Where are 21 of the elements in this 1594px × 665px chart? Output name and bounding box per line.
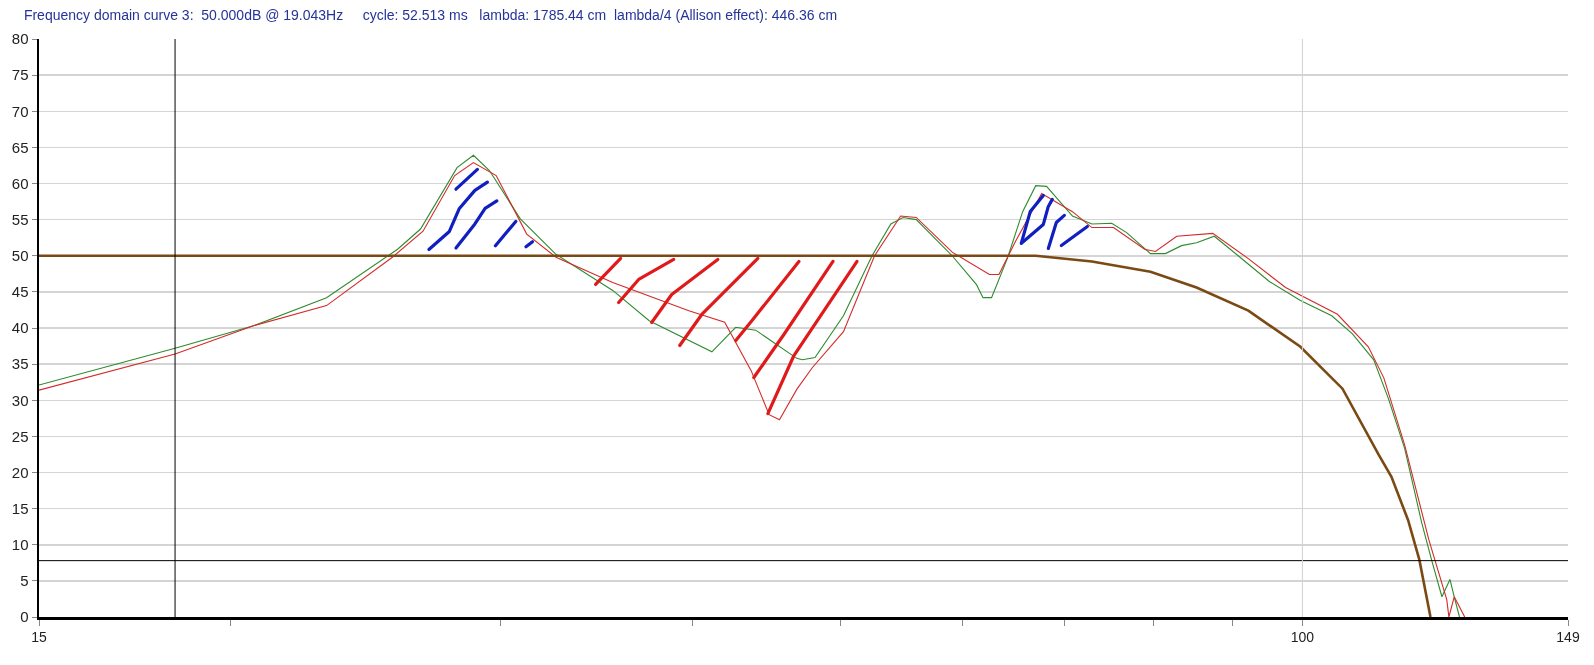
- y-tick-label: 5: [20, 572, 29, 590]
- y-tick-label: 40: [11, 319, 29, 337]
- y-tick-label: 35: [11, 355, 29, 373]
- x-tick-label: 15: [31, 629, 47, 646]
- y-tick-label: 70: [11, 102, 29, 120]
- y-tick-label: 25: [11, 427, 29, 445]
- y-tick-label: 20: [11, 463, 29, 481]
- y-tick-label: 0: [20, 608, 29, 626]
- y-tick-label: 30: [11, 391, 29, 409]
- y-tick-label: 50: [11, 247, 29, 264]
- y-tick-label: 65: [11, 138, 29, 156]
- y-tick-label: 75: [11, 66, 29, 84]
- x-tick-label: 100: [1290, 629, 1315, 646]
- y-tick-label: 60: [11, 174, 29, 192]
- y-tick-label: 55: [11, 210, 29, 228]
- y-tick-label: 10: [11, 536, 29, 553]
- y-tick-label: 80: [11, 30, 29, 48]
- y-tick-label: 45: [11, 283, 29, 301]
- y-tick-label: 15: [11, 499, 29, 517]
- x-tick-label: 149: [1556, 629, 1580, 646]
- chart-title: Frequency domain curve 3: 50.000dB @ 19.043Hz cycle: 52.513 ms lambda: 1785.44 cm lambda/4 (Allison effect): 446.36 cm: [23, 6, 838, 23]
